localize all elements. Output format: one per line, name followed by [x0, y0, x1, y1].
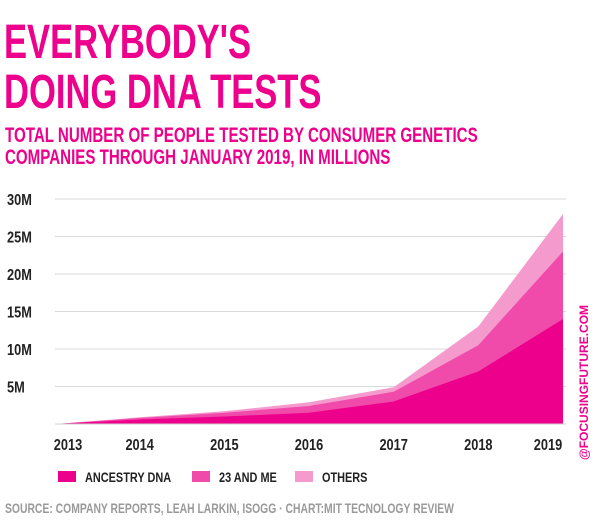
- area-series: [55, 251, 563, 424]
- y-tick-label: 30M: [7, 192, 32, 210]
- source-note: SOURCE: COMPANY REPORTS, LEAH LARKIN, IS…: [5, 500, 454, 516]
- x-tick-label: 2018: [464, 437, 492, 455]
- legend-label: ANCESTRY DNA: [85, 470, 171, 486]
- x-tick-label: 2019: [534, 437, 562, 455]
- x-tick-label: 2016: [295, 437, 323, 455]
- y-tick-label: 5M: [7, 379, 25, 397]
- chart-subtitle: TOTAL NUMBER OF PEOPLE TESTED BY CONSUME…: [5, 125, 478, 169]
- subtitle-line-1: TOTAL NUMBER OF PEOPLE TESTED BY CONSUME…: [5, 124, 478, 147]
- x-tick-label: 2014: [125, 437, 153, 455]
- legend-swatch: [295, 471, 313, 482]
- legend-swatch: [192, 471, 210, 482]
- x-tick-label: 2015: [210, 437, 238, 455]
- legend-swatch: [58, 471, 76, 482]
- chart-title: EVERYBODY'S DOING DNA TESTS: [4, 18, 321, 118]
- title-line-1: EVERYBODY'S: [4, 16, 252, 69]
- subtitle-line-2: COMPANIES THROUGH JANUARY 2019, IN MILLI…: [5, 146, 391, 169]
- x-tick-label: 2013: [54, 437, 82, 455]
- x-tick-label: 2017: [379, 437, 407, 455]
- legend-label: 23 AND ME: [219, 470, 277, 486]
- y-tick-label: 15M: [7, 304, 32, 322]
- y-tick-label: 20M: [7, 267, 32, 285]
- legend-label: OTHERS: [322, 470, 367, 486]
- title-line-2: DOING DNA TESTS: [4, 66, 322, 119]
- area-series: [55, 319, 563, 424]
- y-tick-label: 25M: [7, 229, 32, 247]
- y-tick-label: 10M: [7, 342, 32, 360]
- watermark: @FOCUSINGFUTURE.COM: [577, 304, 591, 460]
